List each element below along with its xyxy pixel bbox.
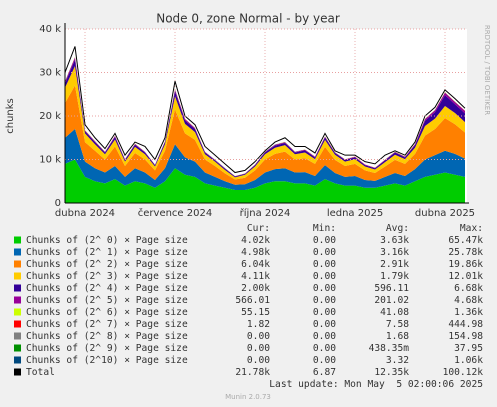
legend-stat: 6.87 <box>313 367 336 378</box>
x-tick-label: října 2024 <box>240 207 291 219</box>
legend-label: Chunks of (2^ 3) × Page size <box>26 271 188 282</box>
legend-stat: 12.35k <box>374 367 409 378</box>
area <box>65 159 465 203</box>
legend-stat: 444.98 <box>448 319 483 330</box>
chart-title: Node 0, zone Normal - by year <box>156 12 340 26</box>
legend-stat: 55.15 <box>241 307 270 318</box>
legend-stat: 0.00 <box>313 307 336 318</box>
legend-stat: 0.00 <box>313 331 336 342</box>
legend-label: Chunks of (2^ 2) × Page size <box>26 259 188 270</box>
legend-stat: 41.08 <box>380 307 409 318</box>
legend-stat: 0.00 <box>313 235 336 246</box>
area <box>65 129 465 190</box>
legend-stat: 4.11k <box>241 271 270 282</box>
legend-stat: 201.02 <box>374 295 409 306</box>
legend-stat: 0.00 <box>313 271 336 282</box>
legend-swatch <box>14 308 21 316</box>
legend-stat: 0.00 <box>313 283 336 294</box>
legend-swatch <box>14 356 21 364</box>
legend-stat: 37.95 <box>454 343 483 354</box>
y-tick-label: 0 <box>55 198 61 209</box>
legend-label: Chunks of (2^ 1) × Page size <box>26 247 188 258</box>
legend-stat: 1.68 <box>386 331 409 342</box>
legend-stat: 0.00 <box>247 355 270 366</box>
legend-stat: 0.00 <box>313 319 336 330</box>
legend-label: Chunks of (2^10) × Page size <box>26 355 188 366</box>
legend-swatch <box>14 332 21 340</box>
legend-stat: 7.58 <box>386 319 409 330</box>
legend-stat: 21.78k <box>235 367 270 378</box>
legend-swatch <box>14 344 21 352</box>
legend-stat: 6.04k <box>241 259 270 270</box>
legend-stat: 566.01 <box>235 295 270 306</box>
legend-stat: 100.12k <box>443 367 484 378</box>
legend-stat: 65.47k <box>448 235 483 246</box>
y-tick-label: 10 k <box>39 155 61 166</box>
legend-label: Chunks of (2^ 4) × Page size <box>26 283 188 294</box>
legend-swatch <box>14 236 21 244</box>
legend-stat: 2.00k <box>241 283 270 294</box>
legend-swatch <box>14 248 21 256</box>
y-tick-label: 30 k <box>39 68 61 79</box>
legend-header: Min: <box>313 223 336 234</box>
legend-swatch <box>14 284 21 292</box>
legend-stat: 0.00 <box>313 343 336 354</box>
legend-label: Chunks of (2^ 0) × Page size <box>26 235 188 246</box>
legend-label: Chunks of (2^ 7) × Page size <box>26 319 188 330</box>
x-tick-label: dubna 2024 <box>55 208 115 219</box>
area <box>65 59 465 178</box>
line <box>64 46 466 174</box>
area <box>65 65 465 180</box>
legend-stat: 0.00 <box>313 247 336 258</box>
legend-stat: 596.11 <box>374 283 409 294</box>
y-axis-label: chunks <box>5 98 16 134</box>
legend-stat: 4.98k <box>241 247 270 258</box>
legend-stat: 6.68k <box>454 283 483 294</box>
legend-stat: 0.00 <box>247 343 270 354</box>
legend-stat: 0.00 <box>313 295 336 306</box>
x-tick-label: července 2024 <box>138 207 212 219</box>
legend-swatch <box>14 260 21 268</box>
legend-swatch <box>14 320 21 328</box>
legend-stat: 3.63k <box>380 235 409 246</box>
legend-label: Chunks of (2^ 6) × Page size <box>26 307 188 318</box>
legend-stat: 0.00 <box>247 331 270 342</box>
legend-stat: 25.78k <box>448 247 483 258</box>
legend-header: Avg: <box>386 223 409 234</box>
legend-stat: 1.36k <box>454 307 483 318</box>
legend-label: Chunks of (2^ 8) × Page size <box>26 331 188 342</box>
legend-stat: 4.02k <box>241 235 270 246</box>
legend-stat: 0.00 <box>313 355 336 366</box>
legend-stat: 1.79k <box>380 271 409 282</box>
legend-label: Chunks of (2^ 5) × Page size <box>26 295 188 306</box>
x-tick-label: ledna 2025 <box>327 208 383 219</box>
legend-stat: 1.82 <box>247 319 270 330</box>
legend-stat: 19.86k <box>448 259 483 270</box>
legend-stat: 154.98 <box>448 331 483 342</box>
legend-stat: 3.32 <box>386 355 409 366</box>
legend-stat: 0.00 <box>313 259 336 270</box>
legend-header: Max: <box>460 223 483 234</box>
side-label: RRDTOOL / TOBI OETIKER <box>483 25 491 115</box>
footer: Munin 2.0.73 <box>225 393 271 401</box>
legend-stat: 3.16k <box>380 247 409 258</box>
last-update: Last update: Mon May 5 02:00:06 2025 <box>269 379 483 390</box>
legend-stat: 1.06k <box>454 355 483 366</box>
y-tick-label: 20 k <box>39 111 61 122</box>
legend-label: Total <box>26 367 55 378</box>
y-tick-label: 40 k <box>39 24 61 35</box>
legend-stat: 12.01k <box>448 271 483 282</box>
legend-stat: 4.68k <box>454 295 483 306</box>
x-tick-label: dubna 2025 <box>415 208 475 219</box>
legend-swatch <box>14 368 21 376</box>
legend-stat: 438.35m <box>369 343 410 354</box>
legend-stat: 2.91k <box>380 259 409 270</box>
legend-label: Chunks of (2^ 9) × Page size <box>26 343 188 354</box>
legend-swatch <box>14 296 21 304</box>
legend-header: Cur: <box>247 223 270 234</box>
legend-swatch <box>14 272 21 280</box>
